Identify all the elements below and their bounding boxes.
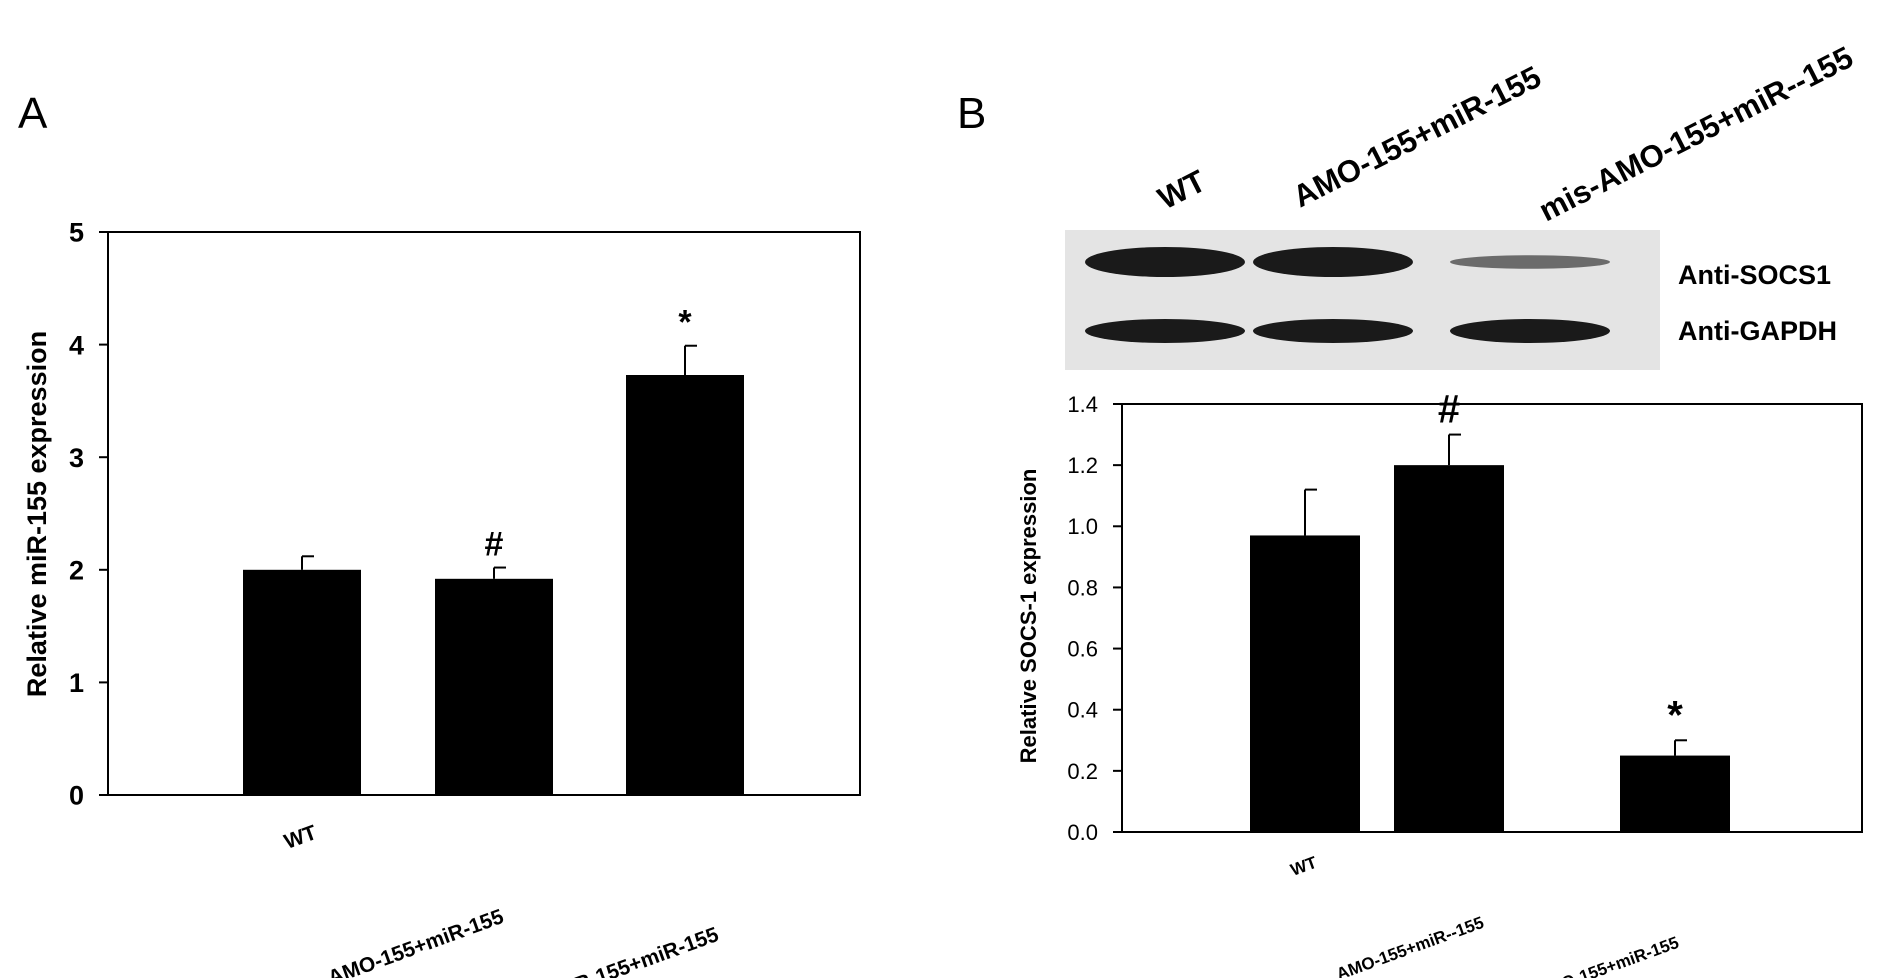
chart-b-bar	[1620, 755, 1730, 832]
chart-a-xtick-label: AMO-155+miR-155	[325, 905, 507, 978]
chart-b-ytick-label: 0.0	[1067, 820, 1098, 845]
blot-bands	[1085, 247, 1610, 343]
chart-b-xtick-label: AMO-155+miR--155	[1334, 913, 1487, 978]
blot-lane-label-wt: WT	[1152, 163, 1211, 216]
chart-b: Relative SOCS-1 expression 0.00.20.40.60…	[1016, 388, 1863, 978]
chart-b-x-axis: WT AMO-155+miR--155 mis-AMO-155+miR-155	[1288, 853, 1681, 978]
panel-a-letter: A	[18, 89, 48, 138]
chart-a-bar	[626, 375, 744, 795]
chart-b-ytick-label: 0.2	[1067, 759, 1098, 784]
chart-b-bar	[1250, 535, 1360, 832]
chart-a-xtick-label: WT	[281, 821, 320, 854]
chart-a-ytick-label: 1	[69, 668, 84, 698]
chart-b-ytick-label: 0.8	[1067, 575, 1098, 600]
chart-b-y-axis: 0.0 0.2 0.4 0.6 0.8 1.0 1.2 1.4	[1067, 392, 1122, 845]
blot-row-label-gapdh: Anti-GAPDH	[1678, 316, 1837, 346]
panel-b-letter: B	[957, 89, 986, 138]
chart-b-significance-mark: *	[1667, 693, 1683, 737]
chart-b-significance-mark: #	[1438, 388, 1460, 432]
chart-b-ytick-label: 0.4	[1067, 698, 1098, 723]
blot-band-gapdh	[1450, 319, 1610, 343]
chart-b-bars: #*	[1250, 388, 1730, 832]
chart-b-bar	[1394, 465, 1504, 832]
chart-a-bar	[435, 578, 553, 795]
chart-b-ytick-label: 1.4	[1067, 392, 1098, 417]
chart-a-significance-mark: #	[485, 526, 504, 564]
chart-b-ytick-label: 1.2	[1067, 453, 1098, 478]
blot-band-gapdh	[1253, 319, 1413, 343]
chart-b-ylabel: Relative SOCS-1 expression	[1016, 469, 1041, 764]
chart-a-ytick-label: 0	[69, 781, 84, 811]
blot-row-label-socs1: Anti-SOCS1	[1678, 260, 1831, 290]
blot-band-socs1	[1253, 247, 1413, 277]
blot-band-gapdh	[1085, 319, 1245, 343]
chart-a-ytick-label: 2	[69, 556, 84, 586]
chart-a-ytick-label: 4	[69, 330, 84, 360]
chart-a-bar	[243, 569, 361, 795]
chart-b-ytick-label: 0.6	[1067, 636, 1098, 661]
chart-b-xtick-label: mis-AMO-155+miR-155	[1501, 933, 1681, 978]
chart-a-ytick-label: 3	[69, 443, 84, 473]
chart-a-ylabel: Relative miR-155 expression	[22, 331, 52, 697]
chart-b-xtick-label: WT	[1288, 853, 1320, 880]
blot-band-socs1	[1450, 255, 1610, 269]
chart-b-ytick-label: 1.0	[1067, 514, 1098, 539]
chart-a-significance-mark: *	[678, 304, 692, 342]
chart-a-y-axis: 0 1 2 3 4 5	[69, 218, 108, 811]
chart-a-bars: #*	[243, 304, 744, 795]
chart-a-x-axis: WT AMO-155+miR-155 mis-miR-155+miR-155	[281, 821, 722, 978]
western-blot: WT AMO-155+miR-155 mis-AMO-155+miR--155 …	[1065, 39, 1858, 370]
blot-band-socs1	[1085, 247, 1245, 277]
chart-a-ytick-label: 5	[69, 218, 84, 248]
blot-lane-label-amo: AMO-155+miR-155	[1287, 59, 1546, 214]
blot-lane-label-mis-amo: mis-AMO-155+miR--155	[1533, 39, 1858, 228]
chart-a-xtick-label: mis-miR-155+miR-155	[508, 923, 722, 978]
